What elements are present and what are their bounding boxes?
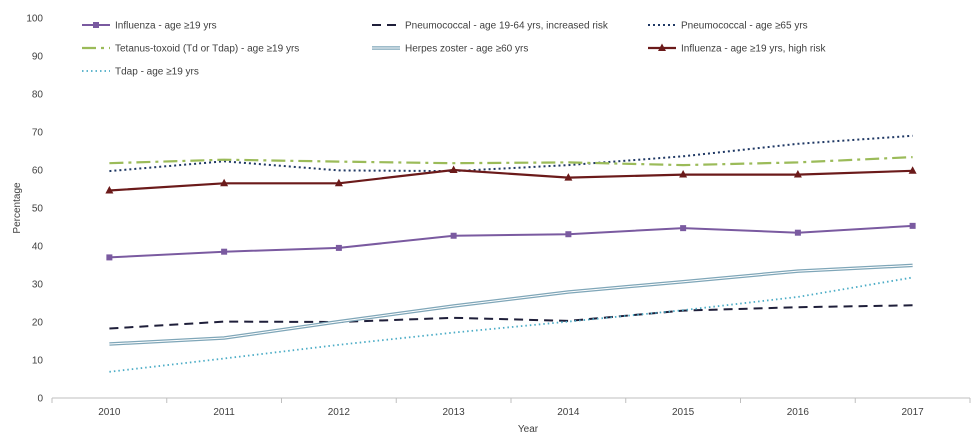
data-point (794, 229, 801, 236)
legend-item: Herpes zoster - age ≥60 yrs (372, 44, 528, 55)
series-line (109, 168, 913, 192)
data-point (449, 165, 458, 173)
series-line (109, 304, 913, 330)
series-1 (106, 222, 916, 261)
x-tick-label: 2016 (787, 407, 810, 418)
series-5 (109, 263, 913, 346)
legend-item: Influenza - age ≥19 yrs (82, 21, 217, 32)
series-3 (109, 134, 913, 173)
x-tick-label: 2010 (98, 407, 121, 418)
y-tick-label: 100 (26, 14, 43, 25)
y-tick-label: 60 (32, 166, 44, 177)
y-tick-label: 30 (32, 280, 44, 291)
data-point (680, 225, 687, 232)
x-tick-label: 2011 (213, 407, 235, 418)
series-line-inner (109, 264, 913, 345)
legend-label: Tdap - age ≥19 yrs (115, 67, 199, 78)
data-point (106, 254, 113, 261)
data-point (221, 248, 228, 255)
data-point (450, 232, 457, 239)
y-tick-label: 80 (32, 90, 44, 101)
x-axis-title: Year (518, 424, 539, 435)
y-tick-label: 0 (37, 394, 43, 405)
series-line (109, 276, 913, 373)
y-tick-label: 50 (32, 204, 44, 215)
legend-label: Herpes zoster - age ≥60 yrs (405, 44, 528, 55)
data-point (335, 244, 342, 251)
y-axis-ticks: 0 10 20 30 40 50 60 70 80 90 100 (26, 14, 43, 405)
series-2 (109, 304, 913, 330)
y-tick-label: 90 (32, 52, 44, 63)
legend-item: Influenza - age ≥19 yrs, high risk (648, 43, 826, 55)
data-point (908, 166, 917, 174)
legend-item: Tetanus-toxoid (Td or Tdap) - age ≥19 yr… (82, 44, 299, 55)
legend-item: Pneumococcal - age 19-64 yrs, increased … (372, 21, 609, 32)
legend-item: Pneumococcal - age ≥65 yrs (648, 21, 808, 32)
data-point (793, 170, 802, 178)
series-6 (105, 165, 917, 194)
y-tick-label: 70 (32, 128, 44, 139)
data-point (93, 22, 99, 28)
series-line (109, 224, 913, 259)
series-layer (105, 134, 917, 373)
data-point (679, 170, 688, 178)
y-axis-title: Percentage (12, 182, 23, 234)
x-tick-label: 2017 (902, 407, 925, 418)
data-point (909, 222, 916, 229)
data-point (334, 178, 343, 187)
series-line (109, 156, 913, 167)
x-tick-label: 2015 (672, 407, 695, 418)
series-line (109, 134, 913, 173)
data-point (105, 186, 114, 194)
x-tick-label: 2012 (328, 407, 351, 418)
legend-label: Influenza - age ≥19 yrs (115, 21, 217, 32)
series-7 (109, 276, 913, 373)
y-tick-label: 10 (32, 356, 44, 367)
legend-label: Pneumococcal - age ≥65 yrs (681, 21, 808, 32)
data-point (220, 178, 229, 187)
data-point (565, 231, 572, 238)
x-tick-label: 2014 (557, 407, 580, 418)
x-tick-label: 2013 (443, 407, 466, 418)
legend-label: Pneumococcal - age 19-64 yrs, increased … (405, 21, 609, 32)
legend-label: Influenza - age ≥19 yrs, high risk (681, 44, 826, 55)
y-tick-label: 20 (32, 318, 44, 329)
data-point (658, 43, 666, 51)
y-tick-label: 40 (32, 242, 44, 253)
data-point (564, 173, 573, 181)
legend: Influenza - age ≥19 yrs Pneumococcal - ag… (82, 21, 826, 78)
legend-label: Tetanus-toxoid (Td or Tdap) - age ≥19 yr… (115, 44, 299, 55)
series-line (109, 263, 913, 346)
series-4 (109, 156, 913, 167)
x-axis-ticks: 2010 2011 2012 2013 2014 2015 2016 2017 (51, 398, 971, 418)
legend-item: Tdap - age ≥19 yrs (82, 67, 199, 78)
